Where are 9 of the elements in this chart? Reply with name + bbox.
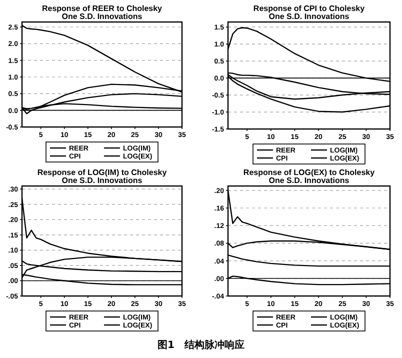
chart-title: Response of REER to Cholesky — [42, 4, 163, 13]
chart-subtitle: One S.D. Innovations — [268, 12, 350, 21]
chart-title: Response of LOG(IM) to Cholesky — [37, 168, 168, 177]
chart-subtitle: One S.D. Innovations — [268, 176, 350, 185]
chart-title: Response of LOG(EX) to Cholesky — [243, 168, 376, 177]
chart-subtitle: One S.D. Innovations — [62, 12, 143, 21]
chart-title: Response of CPI to Cholesky — [253, 4, 366, 13]
chart-subtitle: One S.D. Innovations — [62, 176, 143, 185]
text: 图1 结构脉冲响应 — [158, 339, 244, 351]
